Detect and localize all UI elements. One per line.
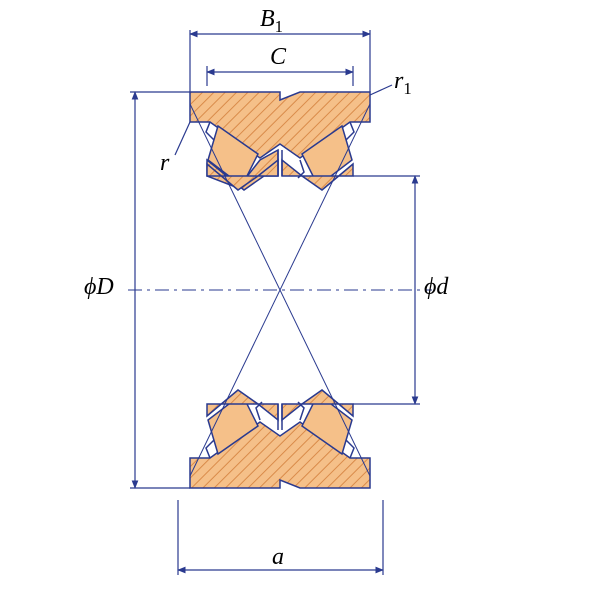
- label-a: a: [272, 544, 284, 571]
- label-r1: r1: [394, 68, 412, 99]
- label-B1: B1: [260, 6, 283, 37]
- bearing-cross-section-diagram: { "type": "engineering-diagram", "descri…: [0, 0, 600, 600]
- label-phid: ϕd: [424, 274, 448, 301]
- label-phiD: ϕD: [84, 274, 114, 301]
- label-r: r: [160, 150, 169, 177]
- label-C: C: [270, 44, 286, 71]
